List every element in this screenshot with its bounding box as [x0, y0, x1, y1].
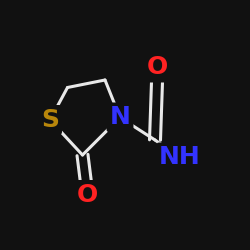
Text: N: N — [110, 106, 130, 130]
Text: S: S — [41, 108, 59, 132]
Text: O: O — [77, 183, 98, 207]
Text: O: O — [147, 56, 168, 80]
Text: NH: NH — [159, 146, 201, 170]
